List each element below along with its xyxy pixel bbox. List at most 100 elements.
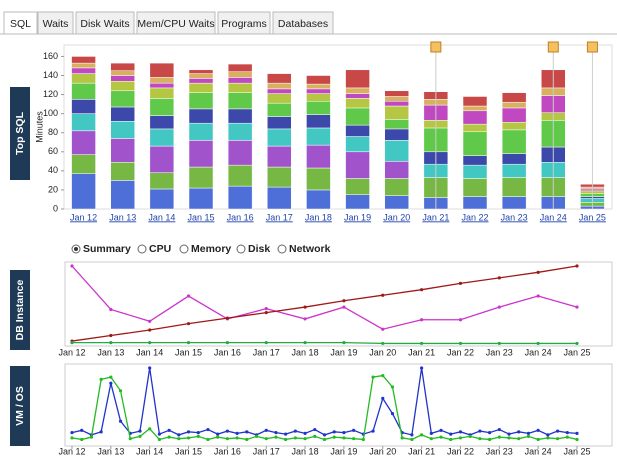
- point: [420, 288, 424, 292]
- point: [342, 431, 346, 435]
- bar-segment: [306, 101, 331, 115]
- bar-segment: [306, 75, 331, 85]
- tab-label[interactable]: Disk Waits: [80, 18, 129, 30]
- bar-segment: [267, 102, 292, 117]
- bar-segment: [384, 119, 409, 130]
- flag-icon[interactable]: [430, 41, 442, 53]
- point: [177, 433, 181, 437]
- radio-button[interactable]: [236, 244, 246, 254]
- point: [487, 431, 492, 435]
- bar-segment: [345, 107, 370, 126]
- tab-label[interactable]: Databases: [278, 18, 328, 30]
- bar-segment: [267, 128, 292, 147]
- tab-label[interactable]: SQL: [10, 18, 31, 30]
- x-tick-label[interactable]: Jan 13: [109, 212, 136, 222]
- bar-segment: [71, 154, 96, 174]
- point: [186, 430, 191, 434]
- tab[interactable]: [3, 11, 38, 35]
- tab[interactable]: [37, 11, 74, 35]
- point: [342, 299, 346, 303]
- point: [497, 305, 501, 309]
- point: [381, 341, 385, 346]
- point: [410, 433, 414, 437]
- point: [468, 434, 472, 438]
- point: [371, 375, 375, 379]
- point: [167, 435, 171, 439]
- x-tick-label[interactable]: Jan 16: [227, 212, 254, 222]
- bar-segment: [71, 173, 96, 210]
- bar-segment: [345, 124, 370, 137]
- radio-label[interactable]: Disk: [248, 243, 270, 255]
- x-tick-label[interactable]: Jan 24: [540, 212, 567, 222]
- bar-segment: [345, 151, 370, 179]
- y-tick-label: 100: [43, 108, 58, 118]
- x-tick-label[interactable]: Jan 22: [461, 212, 488, 222]
- tab-label[interactable]: Mem/CPU Waits: [137, 18, 214, 30]
- point: [555, 437, 560, 441]
- point: [439, 435, 443, 439]
- radio-button[interactable]: [277, 244, 287, 254]
- x-tick-label: Jan 16: [214, 347, 241, 357]
- bar-segment: [188, 82, 214, 93]
- x-tick-label[interactable]: Jan 20: [383, 212, 410, 222]
- x-tick-label[interactable]: Jan 23: [501, 212, 528, 222]
- bar-segment: [149, 188, 175, 210]
- radio-button[interactable]: [137, 244, 147, 254]
- x-tick-label: Jan 16: [214, 446, 241, 456]
- tab-label[interactable]: Programs: [221, 18, 267, 30]
- point: [284, 432, 288, 436]
- point: [264, 437, 268, 441]
- tab-label[interactable]: Waits: [43, 18, 69, 30]
- point: [109, 341, 113, 345]
- radio-label[interactable]: CPU: [149, 243, 171, 255]
- radio-label[interactable]: Memory: [191, 243, 231, 255]
- tab[interactable]: [136, 11, 216, 35]
- bar-segment: [188, 92, 214, 110]
- x-tick-label[interactable]: Jan 18: [305, 212, 332, 222]
- x-tick-label[interactable]: Jan 25: [579, 212, 606, 222]
- bar-segment: [188, 166, 214, 189]
- bar-segment: [501, 163, 527, 178]
- tab[interactable]: [75, 11, 135, 35]
- bar-segment: [501, 177, 527, 197]
- x-tick-label[interactable]: Jan 19: [344, 212, 371, 222]
- x-tick-label: Jan 19: [330, 446, 357, 456]
- bar-segment: [345, 194, 370, 210]
- bar-segment: [384, 101, 409, 107]
- point: [507, 432, 511, 436]
- panel-label: Top SQL: [14, 111, 26, 155]
- point: [70, 431, 74, 435]
- x-tick-label[interactable]: Jan 21: [422, 212, 449, 222]
- point: [89, 435, 94, 439]
- bar-segment: [267, 166, 292, 188]
- x-tick-label[interactable]: Jan 17: [266, 212, 293, 222]
- bar-segment: [71, 99, 96, 114]
- radio-label[interactable]: Summary: [83, 243, 131, 255]
- tab[interactable]: [217, 11, 271, 35]
- bar-segment: [345, 69, 370, 89]
- point: [390, 385, 395, 389]
- x-tick-label[interactable]: Jan 12: [70, 212, 97, 222]
- point: [225, 429, 229, 433]
- point: [148, 427, 152, 431]
- point: [148, 341, 152, 345]
- tab[interactable]: [272, 11, 334, 35]
- point: [186, 341, 191, 345]
- bar-segment: [227, 164, 253, 187]
- x-tick-label[interactable]: Jan 14: [148, 212, 175, 222]
- bar-segment: [149, 77, 175, 84]
- flag-icon[interactable]: [547, 41, 559, 53]
- x-tick-label[interactable]: Jan 15: [187, 212, 214, 222]
- point: [381, 374, 385, 378]
- flag-icon[interactable]: [586, 41, 598, 53]
- point: [177, 437, 181, 441]
- radio-label[interactable]: Network: [289, 243, 331, 255]
- point: [536, 294, 540, 298]
- radio-button[interactable]: [179, 244, 189, 254]
- point: [526, 434, 531, 438]
- point: [186, 294, 191, 298]
- point: [497, 276, 501, 280]
- point: [352, 437, 356, 441]
- y-tick-label: 120: [43, 89, 58, 99]
- point: [128, 437, 132, 441]
